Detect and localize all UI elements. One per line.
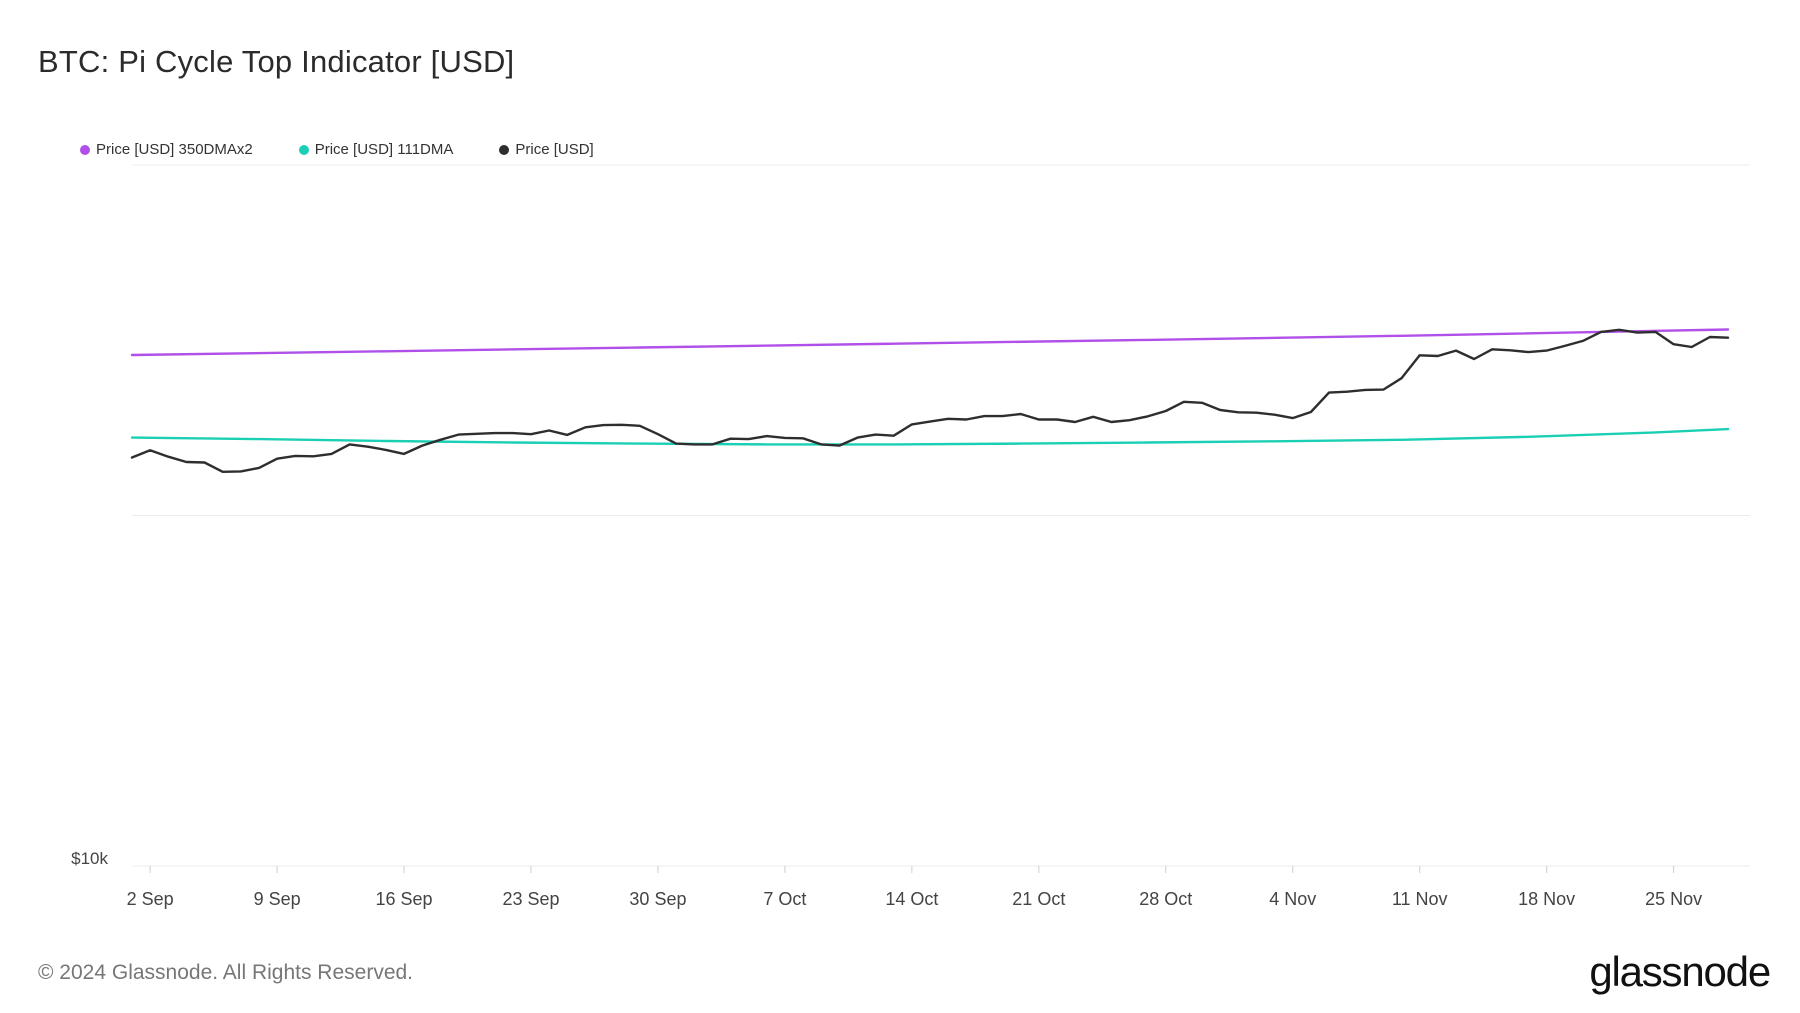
x-tick-label: 30 Sep: [629, 889, 686, 909]
legend-item-price[interactable]: Price [USD]: [499, 141, 594, 158]
chart-title: BTC: Pi Cycle Top Indicator [USD]: [38, 44, 515, 79]
x-tick-label: 18 Nov: [1518, 889, 1575, 909]
x-tick-label: 7 Oct: [763, 889, 806, 909]
x-tick-label: 21 Oct: [1012, 889, 1065, 909]
legend: Price [USD] 350DMAx2 Price [USD] 111DMA …: [80, 141, 640, 158]
legend-label-111dma: Price [USD] 111DMA: [314, 141, 454, 158]
series-line-350dmax2[interactable]: [130, 328, 1730, 357]
x-tick-label: 16 Sep: [376, 889, 433, 909]
x-tick-label: 4 Nov: [1269, 889, 1316, 909]
series-line-111dma[interactable]: [130, 427, 1730, 446]
legend-label-price: Price [USD]: [515, 141, 594, 158]
legend-item-350dmax2[interactable]: Price [USD] 350DMAx2: [80, 141, 253, 158]
x-tick-label: 9 Sep: [254, 889, 301, 909]
series-line-price[interactable]: [130, 328, 1730, 473]
legend-marker-price: [499, 144, 510, 155]
x-tick-label: 11 Nov: [1392, 889, 1448, 909]
legend-item-111dma[interactable]: Price [USD] 111DMA: [298, 141, 454, 158]
copyright-text: © 2024 Glassnode. All Rights Reserved.: [38, 961, 414, 984]
legend-marker-350dmax2: [80, 144, 90, 155]
x-tick-label: 28 Oct: [1139, 889, 1192, 909]
x-tick-label: 2 Sep: [127, 889, 174, 909]
legend-marker-111dma: [298, 144, 309, 155]
legend-label-350dmax2: Price [USD] 350DMAx2: [96, 141, 253, 158]
chart-plot-area[interactable]: $10k 2 Sep 9 Sep 16 Sep 23 Sep 30 Sep 7 Oct 14 …: [0, 0, 1800, 930]
x-tick-label: 25 Nov: [1645, 889, 1702, 909]
x-tick-label: 23 Sep: [502, 889, 559, 909]
x-tick-label: 14 Oct: [885, 889, 938, 909]
y-tick-label: $10k: [71, 849, 108, 868]
glassnode-logo: glassnode: [1589, 948, 1771, 995]
